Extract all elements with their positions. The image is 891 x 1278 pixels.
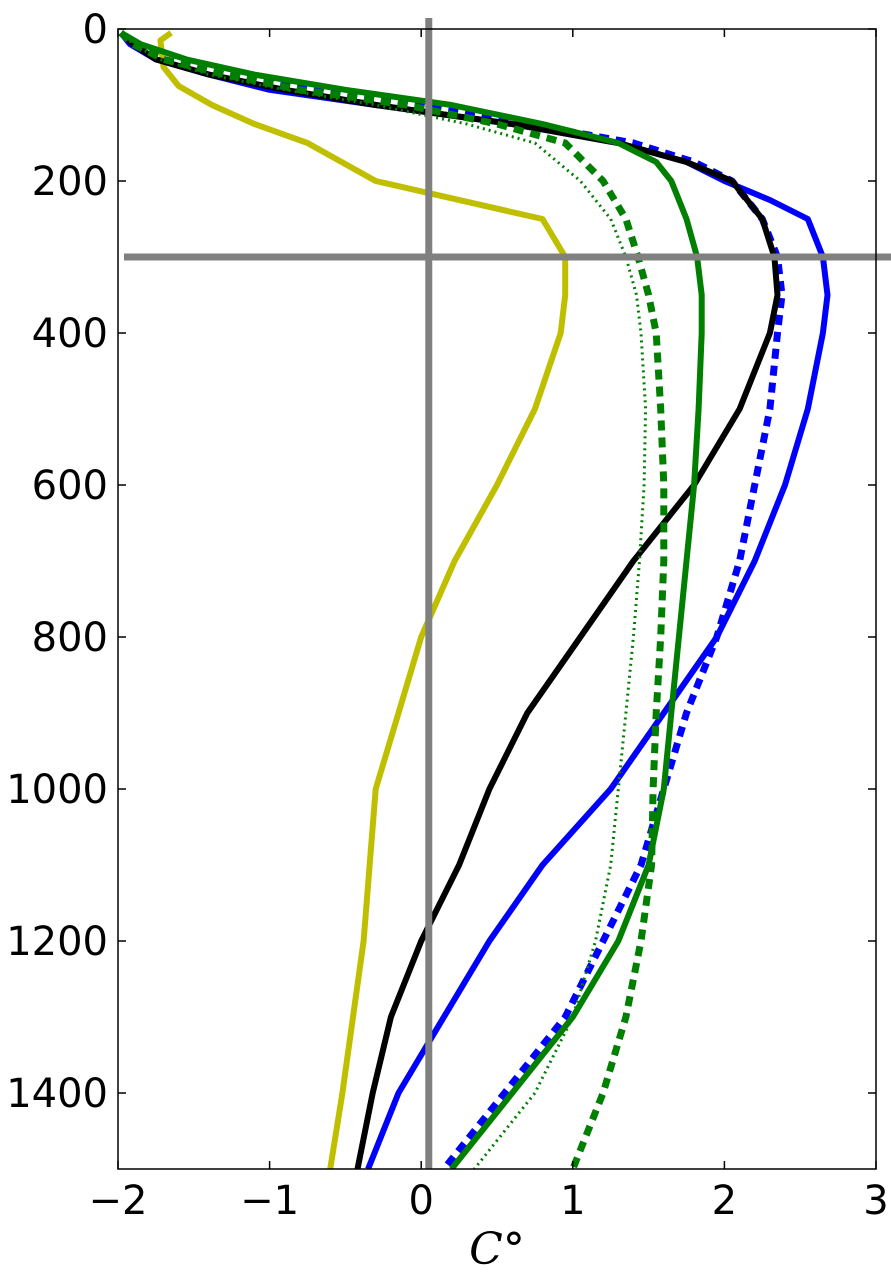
x-tick-label: 2 [712,1178,737,1224]
y-tick-label: 1200 [6,919,108,965]
x-tick-label: 3 [863,1178,888,1224]
x-axis-label: C° [469,1224,525,1275]
plot-area [118,29,876,1169]
series-line-6-dashed [118,30,668,1169]
series-line-7-dotted [119,31,648,1169]
y-tick-label: 800 [32,615,108,661]
series-layer [118,30,831,1169]
y-tick-label: 400 [32,311,108,357]
series-line-1-solid [157,30,569,1169]
y-tick-label: 600 [32,463,108,509]
reference-lines [124,18,891,1169]
plot-frame [117,28,877,1170]
x-axis: −2 −1 0 1 2 3 [89,29,889,1224]
x-tick-label: 1 [560,1178,585,1224]
y-tick-label: 1000 [6,767,108,813]
x-tick-label: −1 [240,1178,299,1224]
y-tick-label: 200 [32,159,108,205]
x-tick-label: 0 [408,1178,433,1224]
y-tick-label: 0 [83,7,108,53]
y-tick-label: 1400 [6,1071,108,1117]
y-axis: 0 200 400 600 800 1000 1200 1400 [6,7,876,1117]
x-tick-label: −2 [89,1178,148,1224]
